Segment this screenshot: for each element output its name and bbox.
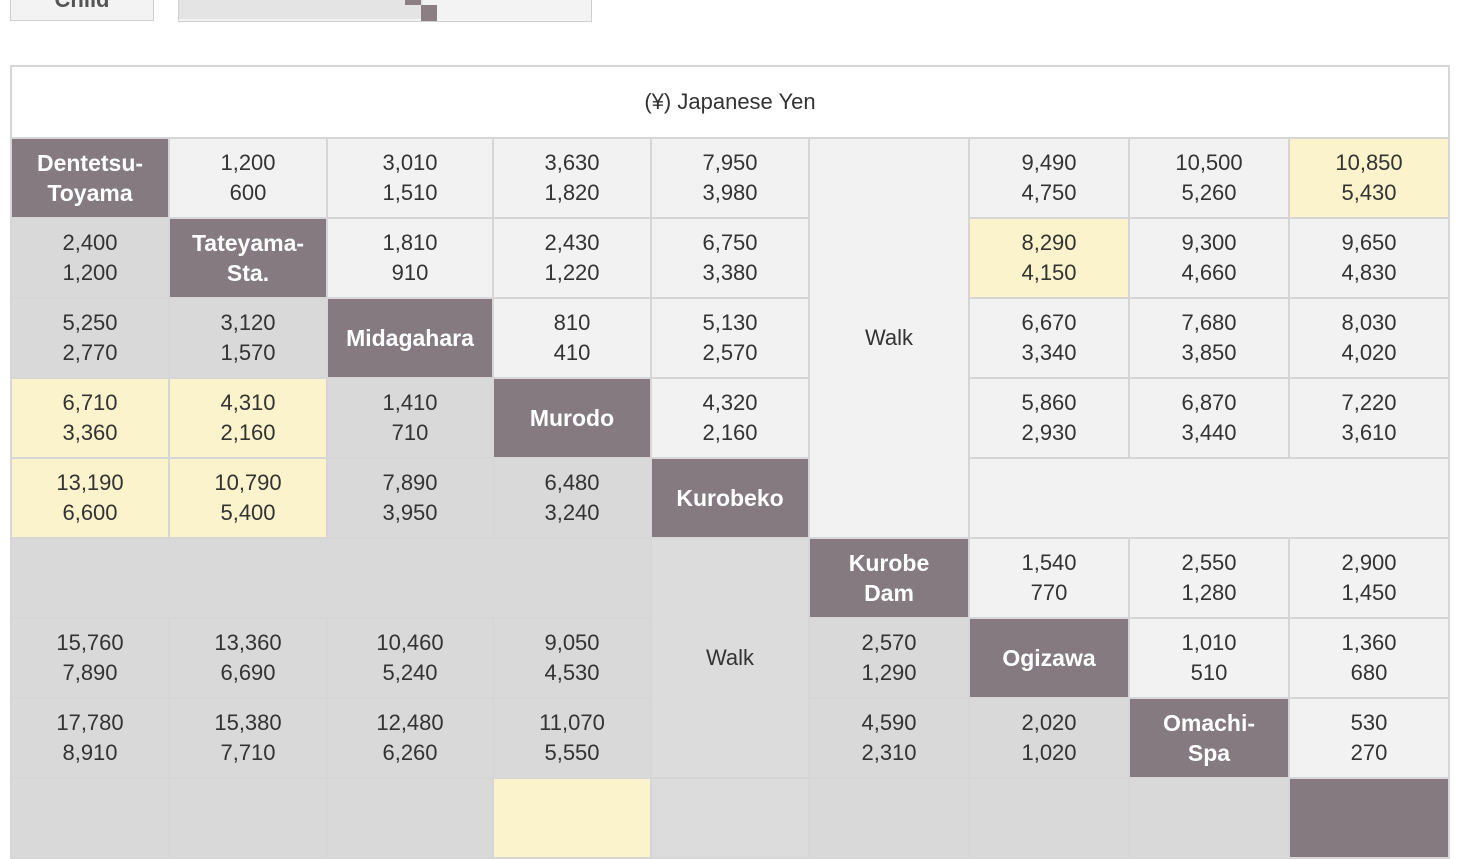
- fare-cell: 9,490 4,750: [968, 137, 1130, 219]
- fare-cell: 3,120 1,570: [168, 297, 328, 379]
- walk-cell: Walk: [650, 537, 810, 779]
- table-row: 15,760 7,890 13,360 6,690 10,460 5,240 9,05…: [10, 617, 1451, 699]
- fare-cell: 10,500 5,260: [1128, 137, 1290, 219]
- station-header: [1287, 777, 1451, 859]
- table-row: 2,400 1,200 Tateyama- Sta. 1,810 910 2,430 1…: [10, 217, 1451, 299]
- fare-cell-highlighted: 10,790 5,400: [168, 457, 328, 539]
- fare-cell: 4,320 2,160: [650, 377, 810, 459]
- fare-cell: 1,810 910: [326, 217, 494, 299]
- fare-cell: [968, 777, 1130, 859]
- fare-cell: 12,480 6,260: [326, 697, 494, 779]
- fare-cell: 9,650 4,830: [1287, 217, 1451, 299]
- table-row: 17,780 8,910 15,380 7,710 12,480 6,260 11,0…: [10, 697, 1451, 779]
- fare-cell: 6,750 3,380: [650, 217, 810, 299]
- fare-cell: 17,780 8,910: [10, 697, 170, 779]
- fare-cell: 2,550 1,280: [1128, 537, 1290, 619]
- fare-cell: [808, 777, 970, 859]
- fare-cell-highlighted: 10,850 5,430: [1287, 137, 1451, 219]
- fare-cell: 1,410 710: [326, 377, 494, 459]
- fare-cell: [1128, 777, 1290, 859]
- fare-cell: 5,860 2,930: [968, 377, 1130, 459]
- fare-cell-highlighted: 6,710 3,360: [10, 377, 170, 459]
- fare-cell: 4,590 2,310: [808, 697, 970, 779]
- currency-caption: (¥) Japanese Yen: [9, 65, 1451, 139]
- fare-cell: 13,360 6,690: [168, 617, 328, 699]
- fare-cell: 6,480 3,240: [492, 457, 652, 539]
- fare-cell: 9,300 4,660: [1128, 217, 1290, 299]
- table-row: 5,250 2,770 3,120 1,570 Midagahara 810 410 …: [10, 297, 1451, 379]
- fare-toggle-slider[interactable]: [178, 0, 592, 22]
- station-ogizawa: Ogizawa: [968, 617, 1130, 699]
- fare-cell: 3,010 1,510: [326, 137, 494, 219]
- fare-cell-highlighted: 4,310 2,160: [168, 377, 328, 459]
- fare-cell: 2,400 1,200: [10, 217, 170, 299]
- fare-cell: 3,630 1,820: [492, 137, 652, 219]
- table-row: 13,190 6,600 10,790 5,400 7,890 3,950 6,480…: [10, 457, 1451, 539]
- fare-cell: [10, 777, 170, 859]
- fare-table: (¥) Japanese Yen Dentetsu- Toyama 1,200 60…: [9, 65, 1451, 859]
- station-dentetsu-toyama: Dentetsu- Toyama: [10, 137, 170, 219]
- fare-cell-highlighted: [492, 777, 652, 859]
- station-kurobe-dam: Kurobe Dam: [808, 537, 970, 619]
- fare-cell: 8,030 4,020: [1287, 297, 1451, 379]
- station-omachi-spa: Omachi- Spa: [1128, 697, 1290, 779]
- fare-cell: 5,130 2,570: [650, 297, 810, 379]
- fare-cell: 1,010 510: [1128, 617, 1290, 699]
- station-midagahara: Midagahara: [326, 297, 494, 379]
- empty-cell: [967, 457, 1451, 539]
- fare-cell: 9,050 4,530: [492, 617, 652, 699]
- fare-cell: 15,380 7,710: [168, 697, 328, 779]
- fare-cell: 810 410: [492, 297, 652, 379]
- fare-cell: 7,680 3,850: [1128, 297, 1290, 379]
- fare-cell: [168, 777, 328, 859]
- fare-cell: 10,460 5,240: [326, 617, 494, 699]
- fare-cell: 5,250 2,770: [10, 297, 170, 379]
- table-row-partial: [10, 777, 1451, 859]
- fare-cell: 2,570 1,290: [808, 617, 970, 699]
- table-row: Walk Kurobe Dam 1,540 770 2,550 1,280 2,900…: [10, 537, 1451, 779]
- slider-track: [179, 0, 423, 19]
- fare-cell: 7,890 3,950: [326, 457, 494, 539]
- fare-cell: 1,540 770: [968, 537, 1130, 619]
- fare-cell: 6,670 3,340: [968, 297, 1130, 379]
- fare-cell: [326, 777, 494, 859]
- station-murodo: Murodo: [492, 377, 652, 459]
- table-row: Dentetsu- Toyama 1,200 600 3,010 1,510 3,63…: [10, 137, 1451, 539]
- fare-cell: 2,020 1,020: [968, 697, 1130, 779]
- table-row: 6,710 3,360 4,310 2,160 1,410 710 Murodo 4,…: [10, 377, 1451, 459]
- child-fare-button[interactable]: Child: [10, 0, 154, 21]
- fare-cell: 11,070 5,550: [492, 697, 652, 779]
- station-kurobeko: Kurobeko: [650, 457, 810, 539]
- fare-cell: 2,430 1,220: [492, 217, 652, 299]
- fare-cell-highlighted: 8,290 4,150: [968, 217, 1130, 299]
- fare-cell: 7,950 3,980: [650, 137, 810, 219]
- fare-cell-highlighted: 13,190 6,600: [10, 457, 170, 539]
- walk-cell: Walk: [808, 137, 970, 539]
- slider-handle-lower: [421, 5, 437, 21]
- station-tateyama-sta: Tateyama- Sta.: [168, 217, 328, 299]
- slider-handle[interactable]: [405, 0, 421, 5]
- fare-cell: 530 270: [1287, 697, 1451, 779]
- fare-cell: 1,360 680: [1287, 617, 1451, 699]
- walk-cell: [650, 777, 810, 859]
- fare-cell: 15,760 7,890: [10, 617, 170, 699]
- fare-cell: 6,870 3,440: [1128, 377, 1290, 459]
- fare-cell: 7,220 3,610: [1287, 377, 1451, 459]
- empty-cell: [10, 537, 652, 619]
- fare-cell: 1,200 600: [168, 137, 328, 219]
- fare-cell: 2,900 1,450: [1287, 537, 1451, 619]
